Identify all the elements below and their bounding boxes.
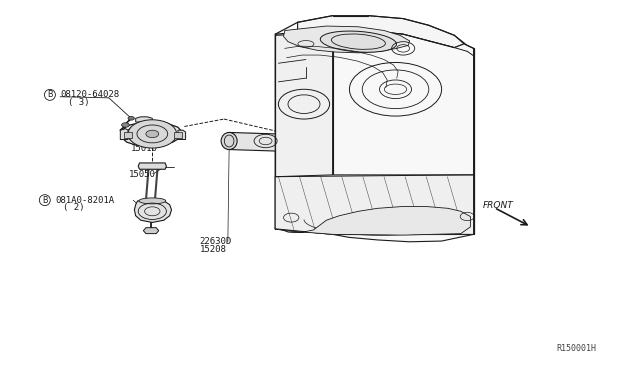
Polygon shape: [298, 16, 464, 48]
Text: 22630D: 22630D: [200, 237, 232, 246]
Circle shape: [128, 116, 134, 120]
Ellipse shape: [139, 198, 166, 204]
Polygon shape: [174, 132, 182, 138]
Text: 08120-64028: 08120-64028: [60, 90, 119, 99]
Polygon shape: [134, 201, 172, 222]
Text: ( 2): ( 2): [63, 203, 84, 212]
Text: B: B: [42, 196, 47, 205]
Polygon shape: [275, 30, 333, 232]
Polygon shape: [122, 122, 182, 146]
Polygon shape: [124, 132, 132, 138]
Circle shape: [146, 130, 159, 138]
Polygon shape: [285, 206, 470, 235]
Circle shape: [128, 120, 177, 148]
Ellipse shape: [320, 31, 397, 52]
Polygon shape: [136, 117, 152, 122]
Polygon shape: [178, 130, 186, 140]
Text: 081A0-8201A: 081A0-8201A: [55, 196, 114, 205]
Polygon shape: [275, 175, 474, 234]
Text: FRONT: FRONT: [483, 201, 514, 210]
Polygon shape: [143, 228, 159, 234]
Text: R150001H: R150001H: [557, 344, 596, 353]
Text: ( 3): ( 3): [68, 98, 90, 107]
Circle shape: [122, 123, 129, 127]
Polygon shape: [127, 124, 175, 143]
Text: B: B: [47, 90, 52, 99]
Polygon shape: [120, 129, 128, 140]
Polygon shape: [333, 30, 474, 242]
Text: 15050: 15050: [129, 170, 156, 179]
Text: 15208: 15208: [200, 245, 227, 254]
Polygon shape: [284, 26, 410, 53]
Polygon shape: [138, 163, 166, 169]
Polygon shape: [229, 132, 275, 151]
Ellipse shape: [221, 132, 237, 150]
Text: 15010: 15010: [131, 144, 157, 153]
